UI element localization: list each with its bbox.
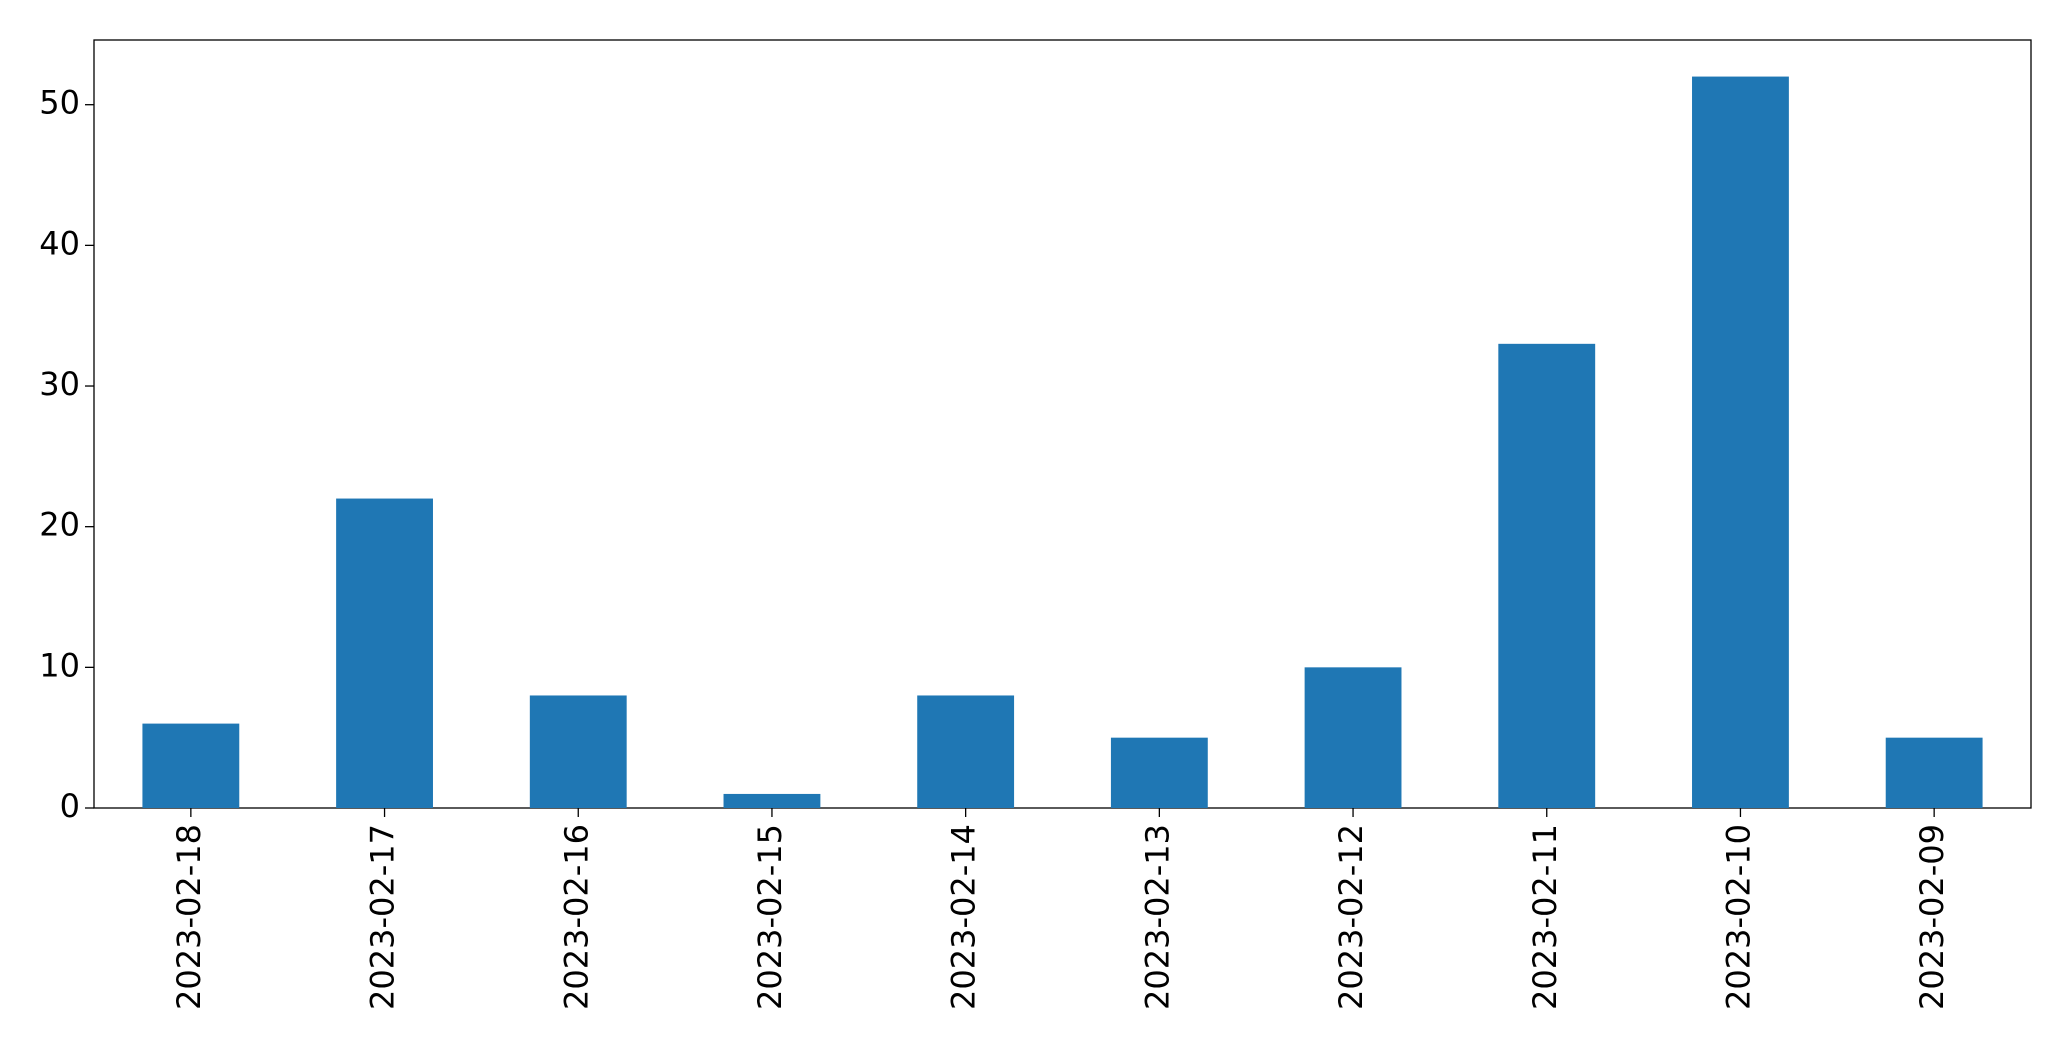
x-tick-label: 2023-02-11	[1526, 824, 1564, 1010]
x-tick-label: 2023-02-17	[364, 824, 402, 1010]
y-tick-label: 50	[39, 84, 80, 122]
bar	[917, 695, 1015, 808]
bar	[336, 498, 433, 808]
x-tick-label: 2023-02-15	[751, 824, 789, 1010]
bar	[1498, 343, 1596, 808]
x-tick-label: 2023-02-13	[1138, 824, 1176, 1010]
plot-frame	[93, 39, 2032, 809]
y-tick-label: 20	[39, 506, 80, 544]
x-tick-label: 2023-02-16	[557, 824, 595, 1010]
bar	[1692, 76, 1789, 809]
x-tick-label: 2023-02-18	[170, 824, 208, 1010]
y-tick-label: 10	[39, 646, 80, 684]
bar	[529, 695, 627, 808]
bar	[723, 793, 821, 808]
y-tick-label: 0	[60, 787, 80, 825]
bar	[1304, 667, 1402, 808]
bar	[142, 723, 240, 808]
x-tick-label: 2023-02-09	[1913, 824, 1951, 1010]
x-tick-label: 2023-02-10	[1719, 824, 1757, 1010]
x-tick-label: 2023-02-14	[945, 824, 983, 1010]
bar	[1110, 737, 1208, 808]
x-tick-label: 2023-02-12	[1332, 824, 1370, 1010]
y-tick-label: 40	[39, 224, 80, 262]
bar	[1885, 737, 1983, 808]
y-tick-label: 30	[39, 365, 80, 403]
